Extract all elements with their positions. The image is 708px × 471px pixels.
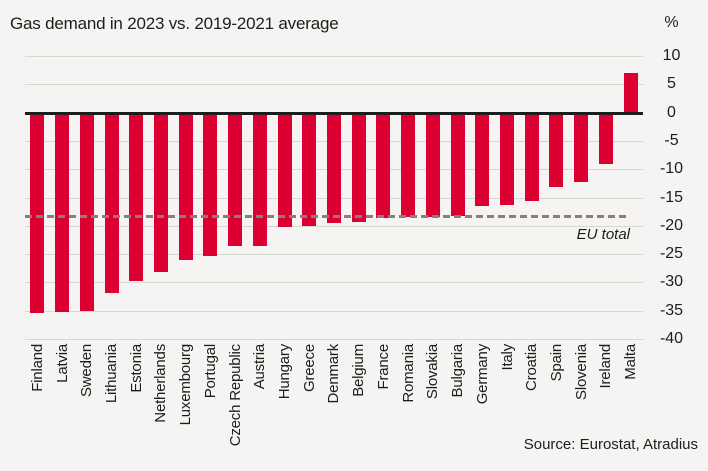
x-label-lithuania: Lithuania <box>103 344 121 404</box>
x-slot-netherlands: Netherlands <box>149 344 174 454</box>
y-axis-tick-labels: 10 5 0 -5 -10 -15 -20 -25 -30 -35 -40 <box>643 47 700 356</box>
gridline-10 <box>25 56 643 57</box>
x-label-netherlands: Netherlands <box>152 344 170 423</box>
bar-romania <box>401 112 416 218</box>
y-axis-unit-label: % <box>664 14 679 31</box>
x-slot-sweden: Sweden <box>74 344 99 454</box>
x-slot-austria: Austria <box>247 344 272 454</box>
bar-bulgaria <box>450 112 465 217</box>
bar-austria <box>252 112 267 246</box>
bar-malta <box>623 72 638 113</box>
gridline--35 <box>25 310 643 312</box>
x-slot-czech-republic: Czech Republic <box>223 344 248 454</box>
bar-germany <box>475 112 490 206</box>
bar-belgium <box>351 112 366 223</box>
gridline--30 <box>25 282 643 284</box>
x-slot-greece: Greece <box>297 344 322 454</box>
chart-title: Gas demand in 2023 vs. 2019-2021 average <box>10 14 339 33</box>
gridline--40 <box>25 339 643 340</box>
x-label-croatia: Croatia <box>523 344 541 391</box>
bar-lithuania <box>104 112 119 293</box>
bar-czech-republic <box>228 112 243 247</box>
x-label-romania: Romania <box>399 344 417 403</box>
x-slot-bulgaria: Bulgaria <box>445 344 470 454</box>
x-label-denmark: Denmark <box>325 344 343 404</box>
y-tick-label--5: -5 <box>664 131 679 149</box>
x-slot-lithuania: Lithuania <box>99 344 124 454</box>
x-label-belgium: Belgium <box>350 344 368 397</box>
x-label-italy: Italy <box>498 344 516 371</box>
x-label-france: France <box>374 344 392 390</box>
x-label-portugal: Portugal <box>201 344 219 399</box>
y-tick-label--40: -40 <box>659 330 684 347</box>
gridline-5 <box>25 84 643 86</box>
y-tick-label--30: -30 <box>659 273 684 291</box>
x-slot-hungary: Hungary <box>272 344 297 454</box>
x-slot-luxembourg: Luxembourg <box>173 344 198 454</box>
plot-area: EU total <box>25 56 643 340</box>
bar-netherlands <box>153 112 168 273</box>
x-label-slovenia: Slovenia <box>572 344 590 400</box>
x-label-ireland: Ireland <box>597 344 615 389</box>
x-slot-portugal: Portugal <box>198 344 223 454</box>
bar-italy <box>500 112 515 205</box>
x-slot-denmark: Denmark <box>322 344 347 454</box>
bar-luxembourg <box>178 112 193 260</box>
x-slot-romania: Romania <box>396 344 421 454</box>
x-label-malta: Malta <box>622 344 640 380</box>
x-label-slovakia: Slovakia <box>424 344 442 400</box>
bar-sweden <box>79 112 94 312</box>
x-label-czech-republic: Czech Republic <box>226 344 244 447</box>
x-slot-slovakia: Slovakia <box>421 344 446 454</box>
x-label-spain: Spain <box>547 344 565 382</box>
bar-france <box>376 112 391 218</box>
y-tick-label--20: -20 <box>659 216 684 234</box>
source-note: Source: Eurostat, Atradius <box>523 436 698 453</box>
x-label-austria: Austria <box>251 344 269 390</box>
x-slot-germany: Germany <box>470 344 495 454</box>
bar-croatia <box>524 112 539 201</box>
x-slot-latvia: Latvia <box>50 344 75 454</box>
bar-finland <box>30 112 45 313</box>
bar-ireland <box>598 112 613 165</box>
x-slot-belgium: Belgium <box>346 344 371 454</box>
bar-spain <box>549 112 564 188</box>
x-slot-france: France <box>371 344 396 454</box>
bar-slovakia <box>425 112 440 218</box>
x-label-finland: Finland <box>28 344 46 392</box>
y-tick-label--10: -10 <box>659 160 684 178</box>
x-label-greece: Greece <box>300 344 318 392</box>
x-label-bulgaria: Bulgaria <box>449 344 467 398</box>
x-slot-estonia: Estonia <box>124 344 149 454</box>
y-tick-label--35: -35 <box>659 301 684 319</box>
gridline--25 <box>25 254 643 256</box>
x-label-luxembourg: Luxembourg <box>177 344 195 426</box>
bar-greece <box>302 112 317 227</box>
x-label-germany: Germany <box>473 344 491 405</box>
bar-hungary <box>277 112 292 228</box>
zero-axis-line <box>25 111 643 115</box>
x-label-sweden: Sweden <box>78 344 96 398</box>
eu-total-reference-line <box>25 215 628 219</box>
x-label-latvia: Latvia <box>53 344 71 383</box>
x-slot-finland: Finland <box>25 344 50 454</box>
bar-portugal <box>203 112 218 256</box>
bar-denmark <box>327 112 341 223</box>
y-tick-label-10: 10 <box>662 47 681 64</box>
x-label-estonia: Estonia <box>127 344 145 393</box>
gridline--20 <box>25 225 643 227</box>
y-tick-label--15: -15 <box>659 188 684 206</box>
x-label-hungary: Hungary <box>276 344 294 400</box>
y-tick-label-5: 5 <box>667 75 676 93</box>
y-tick-label--25: -25 <box>659 245 684 263</box>
bar-latvia <box>55 112 70 312</box>
x-slot-italy: Italy <box>495 344 520 454</box>
bar-estonia <box>129 112 144 281</box>
eu-total-label: EU total <box>576 226 630 243</box>
bar-slovenia <box>574 112 589 182</box>
y-tick-label-0: 0 <box>667 103 676 121</box>
